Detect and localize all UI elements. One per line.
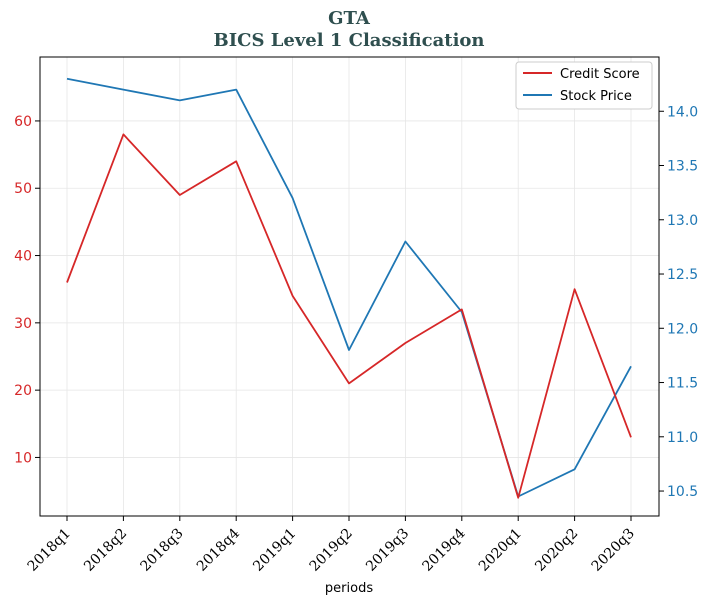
x-tick-label: 2019q3: [363, 526, 412, 575]
x-tick-label: 2018q3: [137, 526, 186, 575]
x-tick-label: 2020q1: [476, 526, 525, 575]
chart-title: GTA: [328, 8, 371, 29]
y-left-tick-label: 50: [14, 181, 32, 197]
y-right-tick-label: 13.0: [667, 213, 698, 229]
x-tick-label: 2018q1: [25, 526, 74, 575]
x-tick-label: 2020q2: [532, 526, 581, 575]
right-axis: 10.5 11.0 11.5 12.0 12.5 13.0 13.5 14.0: [659, 104, 698, 500]
chart-subtitle: BICS Level 1 Classification: [213, 30, 484, 51]
x-tick-label: 2018q2: [81, 526, 130, 575]
series-layer: [66, 77, 632, 499]
x-tick-label: 2020q3: [589, 526, 638, 575]
x-axis-label: periods: [325, 581, 373, 596]
y-left-tick-label: 30: [14, 316, 32, 332]
y-right-tick-label: 11.5: [667, 376, 698, 392]
legend-label-credit-score: Credit Score: [560, 67, 640, 82]
x-tick-label: 2019q2: [307, 526, 356, 575]
legend-label-stock-price: Stock Price: [560, 89, 632, 104]
y-right-tick-label: 12.0: [667, 321, 698, 337]
x-axis: 2018q1 2018q2 2018q3 2018q4 2019q1 2019q2 2019…: [25, 516, 638, 575]
y-right-tick-label: 10.5: [667, 484, 698, 500]
plot-frame: [39, 56, 660, 517]
y-left-tick-label: 10: [14, 450, 32, 466]
y-right-tick-label: 11.0: [667, 430, 698, 446]
y-right-tick-label: 13.5: [667, 159, 698, 175]
series-line-stock-price: [66, 77, 632, 498]
legend: Credit Score Stock Price: [515, 61, 653, 110]
y-left-tick-label: 60: [14, 114, 32, 130]
x-tick-label: 2019q4: [419, 525, 468, 574]
y-left-tick-label: 40: [14, 249, 32, 265]
grid-layer: [40, 57, 659, 516]
series-line-credit-score: [66, 133, 632, 499]
x-tick-label: 2019q1: [250, 526, 299, 575]
y-right-tick-label: 12.5: [667, 267, 698, 283]
y-left-tick-label: 20: [14, 383, 32, 399]
y-right-tick-label: 14.0: [667, 104, 698, 120]
x-tick-label: 2018q4: [194, 525, 243, 574]
left-axis: 10 20 30 40 50 60: [14, 114, 40, 466]
